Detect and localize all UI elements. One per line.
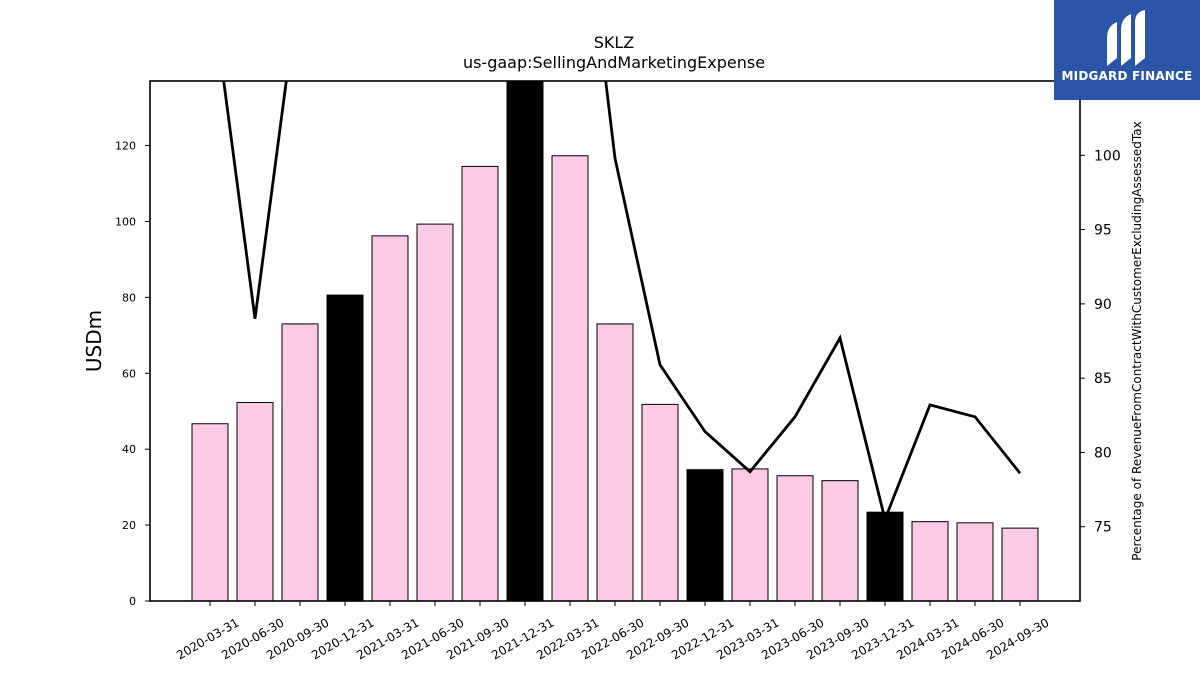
- chart-title: SKLZ: [594, 33, 635, 52]
- bar-2020-06-30: [236, 401, 274, 601]
- y-tick-label: 0: [129, 595, 136, 608]
- y2-tick-label: 95: [1094, 223, 1112, 239]
- bar-2021-12-31: [506, 81, 544, 601]
- brand-logo: MIDGARD FINANCE: [1054, 0, 1200, 100]
- y2-tick-label: 85: [1094, 371, 1112, 387]
- percentage-line: [222, 81, 1022, 524]
- y2-tick-label: 80: [1094, 445, 1112, 461]
- bar-2023-03-31: [731, 468, 769, 601]
- bar-2024-06-30: [956, 522, 994, 601]
- y-tick-label: 60: [122, 367, 136, 380]
- logo-text: MIDGARD FINANCE: [1061, 69, 1193, 83]
- y2-tick-label: 90: [1094, 297, 1112, 313]
- y-axis-label: USDm: [82, 310, 106, 372]
- y-tick-label: 20: [122, 519, 136, 532]
- bar-2023-06-30: [776, 475, 814, 601]
- bar-2021-03-31: [371, 235, 409, 601]
- line-group: [222, 81, 1022, 524]
- bar-2023-09-30: [821, 480, 859, 601]
- bar-2020-03-31: [191, 423, 229, 601]
- y-tick-label: 40: [122, 443, 136, 456]
- y2-axis-label: Percentage of RevenueFromContractWithCus…: [1130, 121, 1144, 560]
- bar-2022-12-31: [686, 469, 724, 601]
- bar-2022-09-30: [641, 403, 679, 601]
- y-tick-label: 100: [115, 215, 136, 228]
- bar-2020-12-31: [326, 294, 364, 601]
- y-tick-label: 80: [122, 291, 136, 304]
- bar-2021-09-30: [461, 165, 499, 601]
- y2-tick-label: 100: [1094, 148, 1121, 164]
- logo-mark-icon: [1107, 10, 1145, 66]
- bar-2022-03-31: [551, 155, 589, 601]
- bar-2024-09-30: [1001, 527, 1039, 601]
- chart-subtitle: us-gaap:SellingAndMarketingExpense: [463, 53, 765, 72]
- y2-tick-label: 75: [1094, 520, 1112, 536]
- y-tick-label: 120: [115, 140, 136, 153]
- bars-group: [191, 81, 1039, 601]
- bar-2022-06-30: [596, 323, 634, 601]
- bar-2023-12-31: [866, 511, 904, 601]
- bar-2020-09-30: [281, 323, 319, 601]
- bar-2024-03-31: [911, 521, 949, 601]
- bar-2021-06-30: [416, 223, 454, 601]
